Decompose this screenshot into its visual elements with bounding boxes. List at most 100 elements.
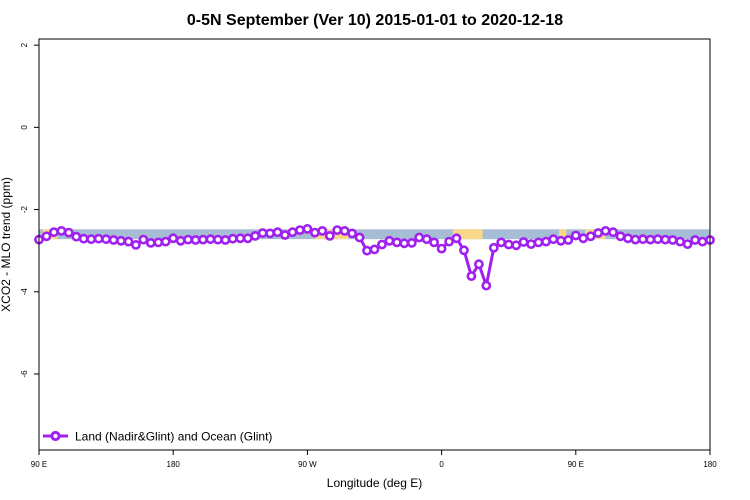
data-point xyxy=(212,234,223,245)
data-point xyxy=(227,233,238,244)
data-point xyxy=(511,240,522,251)
band-ocean xyxy=(39,229,710,240)
y-tick-label: 0 xyxy=(20,125,29,130)
y-tick-label: -2 xyxy=(20,205,29,213)
x-tick-label: 180 xyxy=(703,460,717,469)
data-point xyxy=(615,231,626,242)
x-tick-label: 90 E xyxy=(31,460,47,469)
data-point xyxy=(347,228,357,239)
legend-label: Land (Nadir&Glint) and Ocean (Glint) xyxy=(75,430,272,444)
data-point xyxy=(459,245,469,256)
data-point xyxy=(608,227,618,238)
data-point xyxy=(41,231,52,242)
data-point xyxy=(235,233,246,244)
data-point xyxy=(570,230,581,241)
legend-marker xyxy=(50,430,61,442)
x-tick-label: 90 E xyxy=(568,460,584,469)
data-point xyxy=(362,245,372,256)
data-point xyxy=(384,235,395,246)
data-point xyxy=(130,239,141,250)
legend: Land (Nadir&Glint) and Ocean (Glint) xyxy=(43,430,272,444)
y-tick-label: -6 xyxy=(20,370,29,378)
chart-title: 0-5N September (Ver 10) 2015-01-01 to 20… xyxy=(187,12,563,29)
data-point xyxy=(406,237,417,248)
data-point xyxy=(250,230,261,241)
data-point xyxy=(56,225,67,236)
data-point xyxy=(63,227,74,238)
data-point xyxy=(183,234,193,245)
data-point xyxy=(391,237,402,248)
data-point xyxy=(436,243,447,254)
x-tick-label: 180 xyxy=(167,460,181,469)
data-point xyxy=(123,236,134,247)
data-point xyxy=(444,236,454,247)
data-point xyxy=(93,233,104,244)
y-tick-label: -4 xyxy=(20,288,29,296)
data-point xyxy=(280,230,290,240)
band-land-segment xyxy=(559,229,567,240)
data-point xyxy=(153,237,164,248)
data-point xyxy=(78,233,89,244)
data-point xyxy=(168,233,179,244)
data-point xyxy=(429,237,439,248)
data-point xyxy=(526,239,536,249)
data-point xyxy=(652,234,663,245)
data-point xyxy=(481,280,492,291)
y-tick-label: 2 xyxy=(20,42,29,47)
data-point xyxy=(324,230,335,241)
y-axis-label: XCO2 - MLO trend (ppm) xyxy=(0,177,13,312)
data-point xyxy=(503,239,514,250)
data-point xyxy=(488,242,499,253)
data-point xyxy=(175,235,186,246)
data-point xyxy=(294,225,305,235)
data-point xyxy=(697,236,708,247)
data-point xyxy=(623,233,633,244)
data-point xyxy=(496,237,507,248)
data-point xyxy=(563,235,574,245)
data-point xyxy=(451,233,462,244)
data-point xyxy=(578,233,589,244)
y-axis: 2 0 -2 -4 -6 xyxy=(20,42,39,378)
data-point xyxy=(309,227,320,238)
data-point xyxy=(690,235,700,245)
data-point xyxy=(369,244,380,255)
data-point xyxy=(667,235,678,245)
data-point xyxy=(600,225,611,236)
data-point xyxy=(377,239,387,250)
band-land-segment xyxy=(452,229,483,240)
data-point xyxy=(354,232,365,243)
data-point xyxy=(101,234,111,245)
data-point xyxy=(302,223,313,234)
data-point xyxy=(71,231,82,242)
x-axis-label: Longitude (deg E) xyxy=(327,476,422,490)
data-point xyxy=(414,232,425,243)
data-point xyxy=(317,225,328,236)
x-tick-label: 90 W xyxy=(298,460,317,469)
data-point xyxy=(630,234,641,245)
data-point xyxy=(638,234,648,245)
plot-frame xyxy=(38,38,711,451)
data-point xyxy=(86,234,97,245)
data-point xyxy=(421,234,432,245)
data-point xyxy=(145,237,156,248)
data-point xyxy=(332,225,343,235)
series-layer xyxy=(34,223,715,291)
data-point xyxy=(198,234,208,245)
data-point xyxy=(220,235,231,245)
data-point xyxy=(466,271,477,281)
data-point xyxy=(265,228,275,239)
data-point xyxy=(160,236,171,247)
data-point xyxy=(399,238,410,249)
data-point xyxy=(49,227,59,238)
data-point xyxy=(533,237,544,248)
data-point xyxy=(518,237,529,247)
data-point xyxy=(138,234,149,245)
data-point xyxy=(682,239,693,249)
x-tick-label: 0 xyxy=(439,460,444,469)
data-point xyxy=(556,235,566,246)
data-point xyxy=(116,235,126,246)
x-axis: 90 E 180 90 W 0 90 E 180 xyxy=(31,450,717,469)
data-point xyxy=(108,235,119,245)
data-point xyxy=(585,231,596,242)
